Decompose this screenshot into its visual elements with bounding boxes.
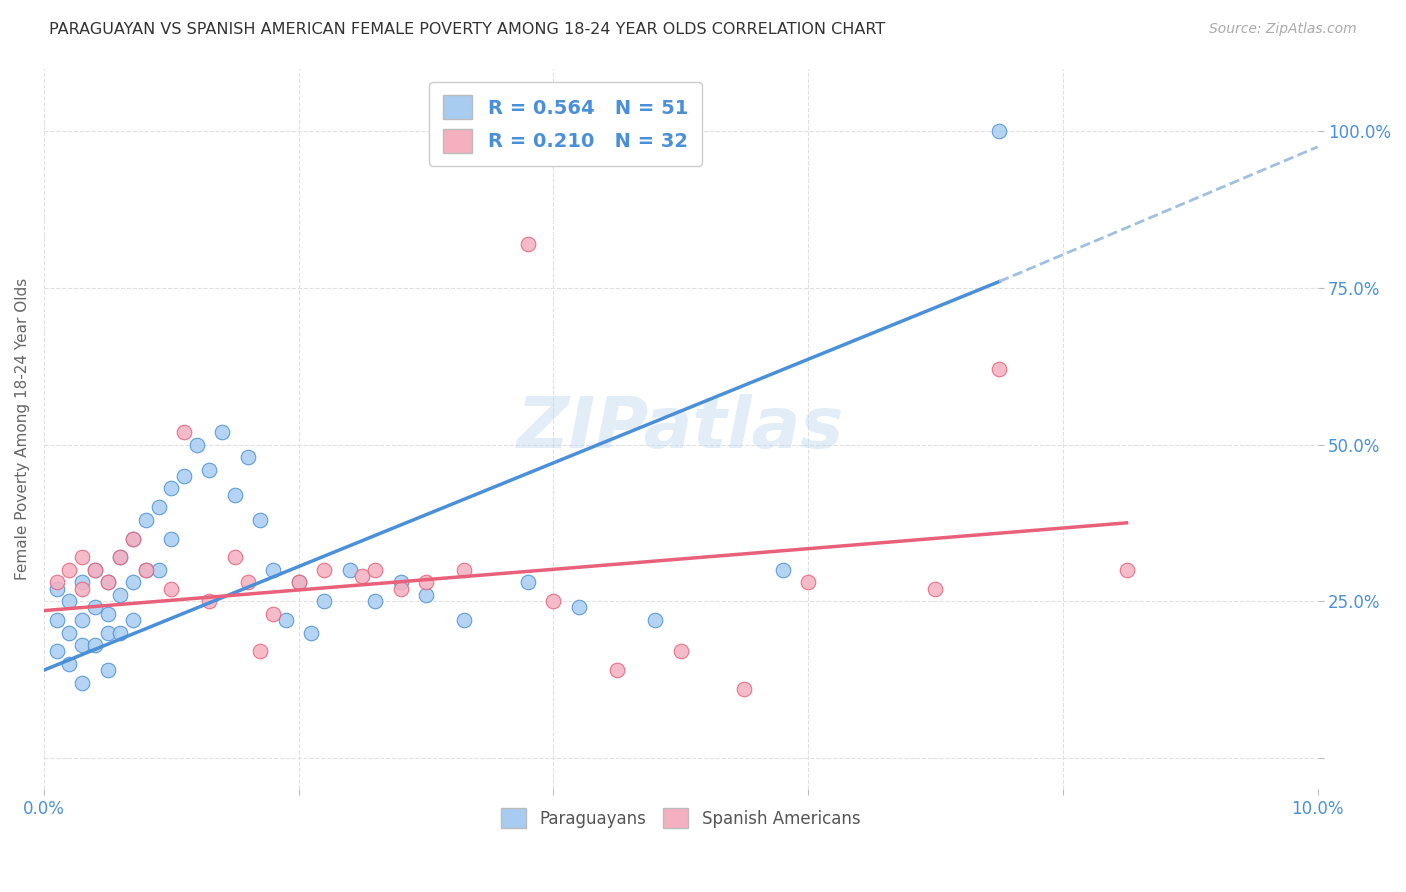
Point (173, 468, 195, 483)
Point (70, 675, 93, 690)
Point (1115, 563, 1137, 577)
Point (58, 625, 80, 640)
Point (97, 575, 120, 590)
Point (797, 575, 820, 590)
Point (606, 663, 628, 677)
Point (236, 575, 259, 590)
Point (83, 638, 105, 652)
Point (110, 550, 132, 565)
Point (249, 513, 271, 527)
Point (287, 575, 309, 590)
Point (249, 644, 271, 658)
Point (122, 613, 145, 627)
Legend: Paraguayans, Spanish Americans: Paraguayans, Spanish Americans (495, 801, 868, 835)
Point (45, 582, 67, 596)
Point (314, 594, 336, 608)
Point (236, 450, 259, 464)
Point (453, 613, 475, 627)
Point (364, 594, 387, 608)
Point (389, 582, 412, 596)
Point (122, 575, 145, 590)
Point (924, 582, 946, 596)
Point (733, 681, 755, 696)
Point (122, 532, 145, 546)
Point (644, 613, 666, 627)
Point (568, 600, 591, 615)
Point (110, 625, 132, 640)
Point (198, 462, 221, 476)
Point (314, 563, 336, 577)
Point (58, 563, 80, 577)
Point (988, 362, 1011, 376)
Point (45, 613, 67, 627)
Text: ZIPatlas: ZIPatlas (517, 394, 845, 463)
Point (211, 425, 233, 439)
Point (70, 575, 93, 590)
Point (97, 663, 120, 677)
Point (97, 625, 120, 640)
Point (186, 437, 208, 451)
Point (160, 482, 183, 496)
Point (70, 638, 93, 652)
Text: Source: ZipAtlas.com: Source: ZipAtlas.com (1209, 22, 1357, 37)
Point (122, 532, 145, 546)
Point (135, 563, 157, 577)
Point (339, 563, 361, 577)
Point (262, 563, 284, 577)
Point (224, 550, 246, 565)
Point (70, 582, 93, 596)
Point (45, 644, 67, 658)
Point (389, 575, 412, 590)
Point (45, 575, 67, 590)
Point (70, 613, 93, 627)
Point (453, 563, 475, 577)
Point (173, 425, 195, 439)
Point (352, 569, 374, 583)
Point (772, 563, 794, 577)
Point (516, 575, 538, 590)
Point (364, 563, 387, 577)
Y-axis label: Female Poverty Among 18-24 Year Olds: Female Poverty Among 18-24 Year Olds (15, 277, 30, 580)
Point (110, 550, 132, 565)
Point (110, 588, 132, 602)
Point (135, 563, 157, 577)
Point (415, 588, 437, 602)
Point (160, 532, 183, 546)
Point (988, 124, 1011, 138)
Point (160, 582, 183, 596)
Point (287, 575, 309, 590)
Point (299, 625, 322, 640)
Point (97, 607, 120, 621)
Point (83, 563, 105, 577)
Point (148, 563, 170, 577)
Point (262, 607, 284, 621)
Point (58, 594, 80, 608)
Point (97, 575, 120, 590)
Point (274, 613, 297, 627)
Text: PARAGUAYAN VS SPANISH AMERICAN FEMALE POVERTY AMONG 18-24 YEAR OLDS CORRELATION : PARAGUAYAN VS SPANISH AMERICAN FEMALE PO… (49, 22, 886, 37)
Point (516, 237, 538, 252)
Point (83, 563, 105, 577)
Point (58, 657, 80, 671)
Point (148, 500, 170, 515)
Point (70, 550, 93, 565)
Point (83, 600, 105, 615)
Point (415, 575, 437, 590)
Point (198, 594, 221, 608)
Point (543, 594, 565, 608)
Point (669, 644, 692, 658)
Point (135, 513, 157, 527)
Point (224, 488, 246, 502)
